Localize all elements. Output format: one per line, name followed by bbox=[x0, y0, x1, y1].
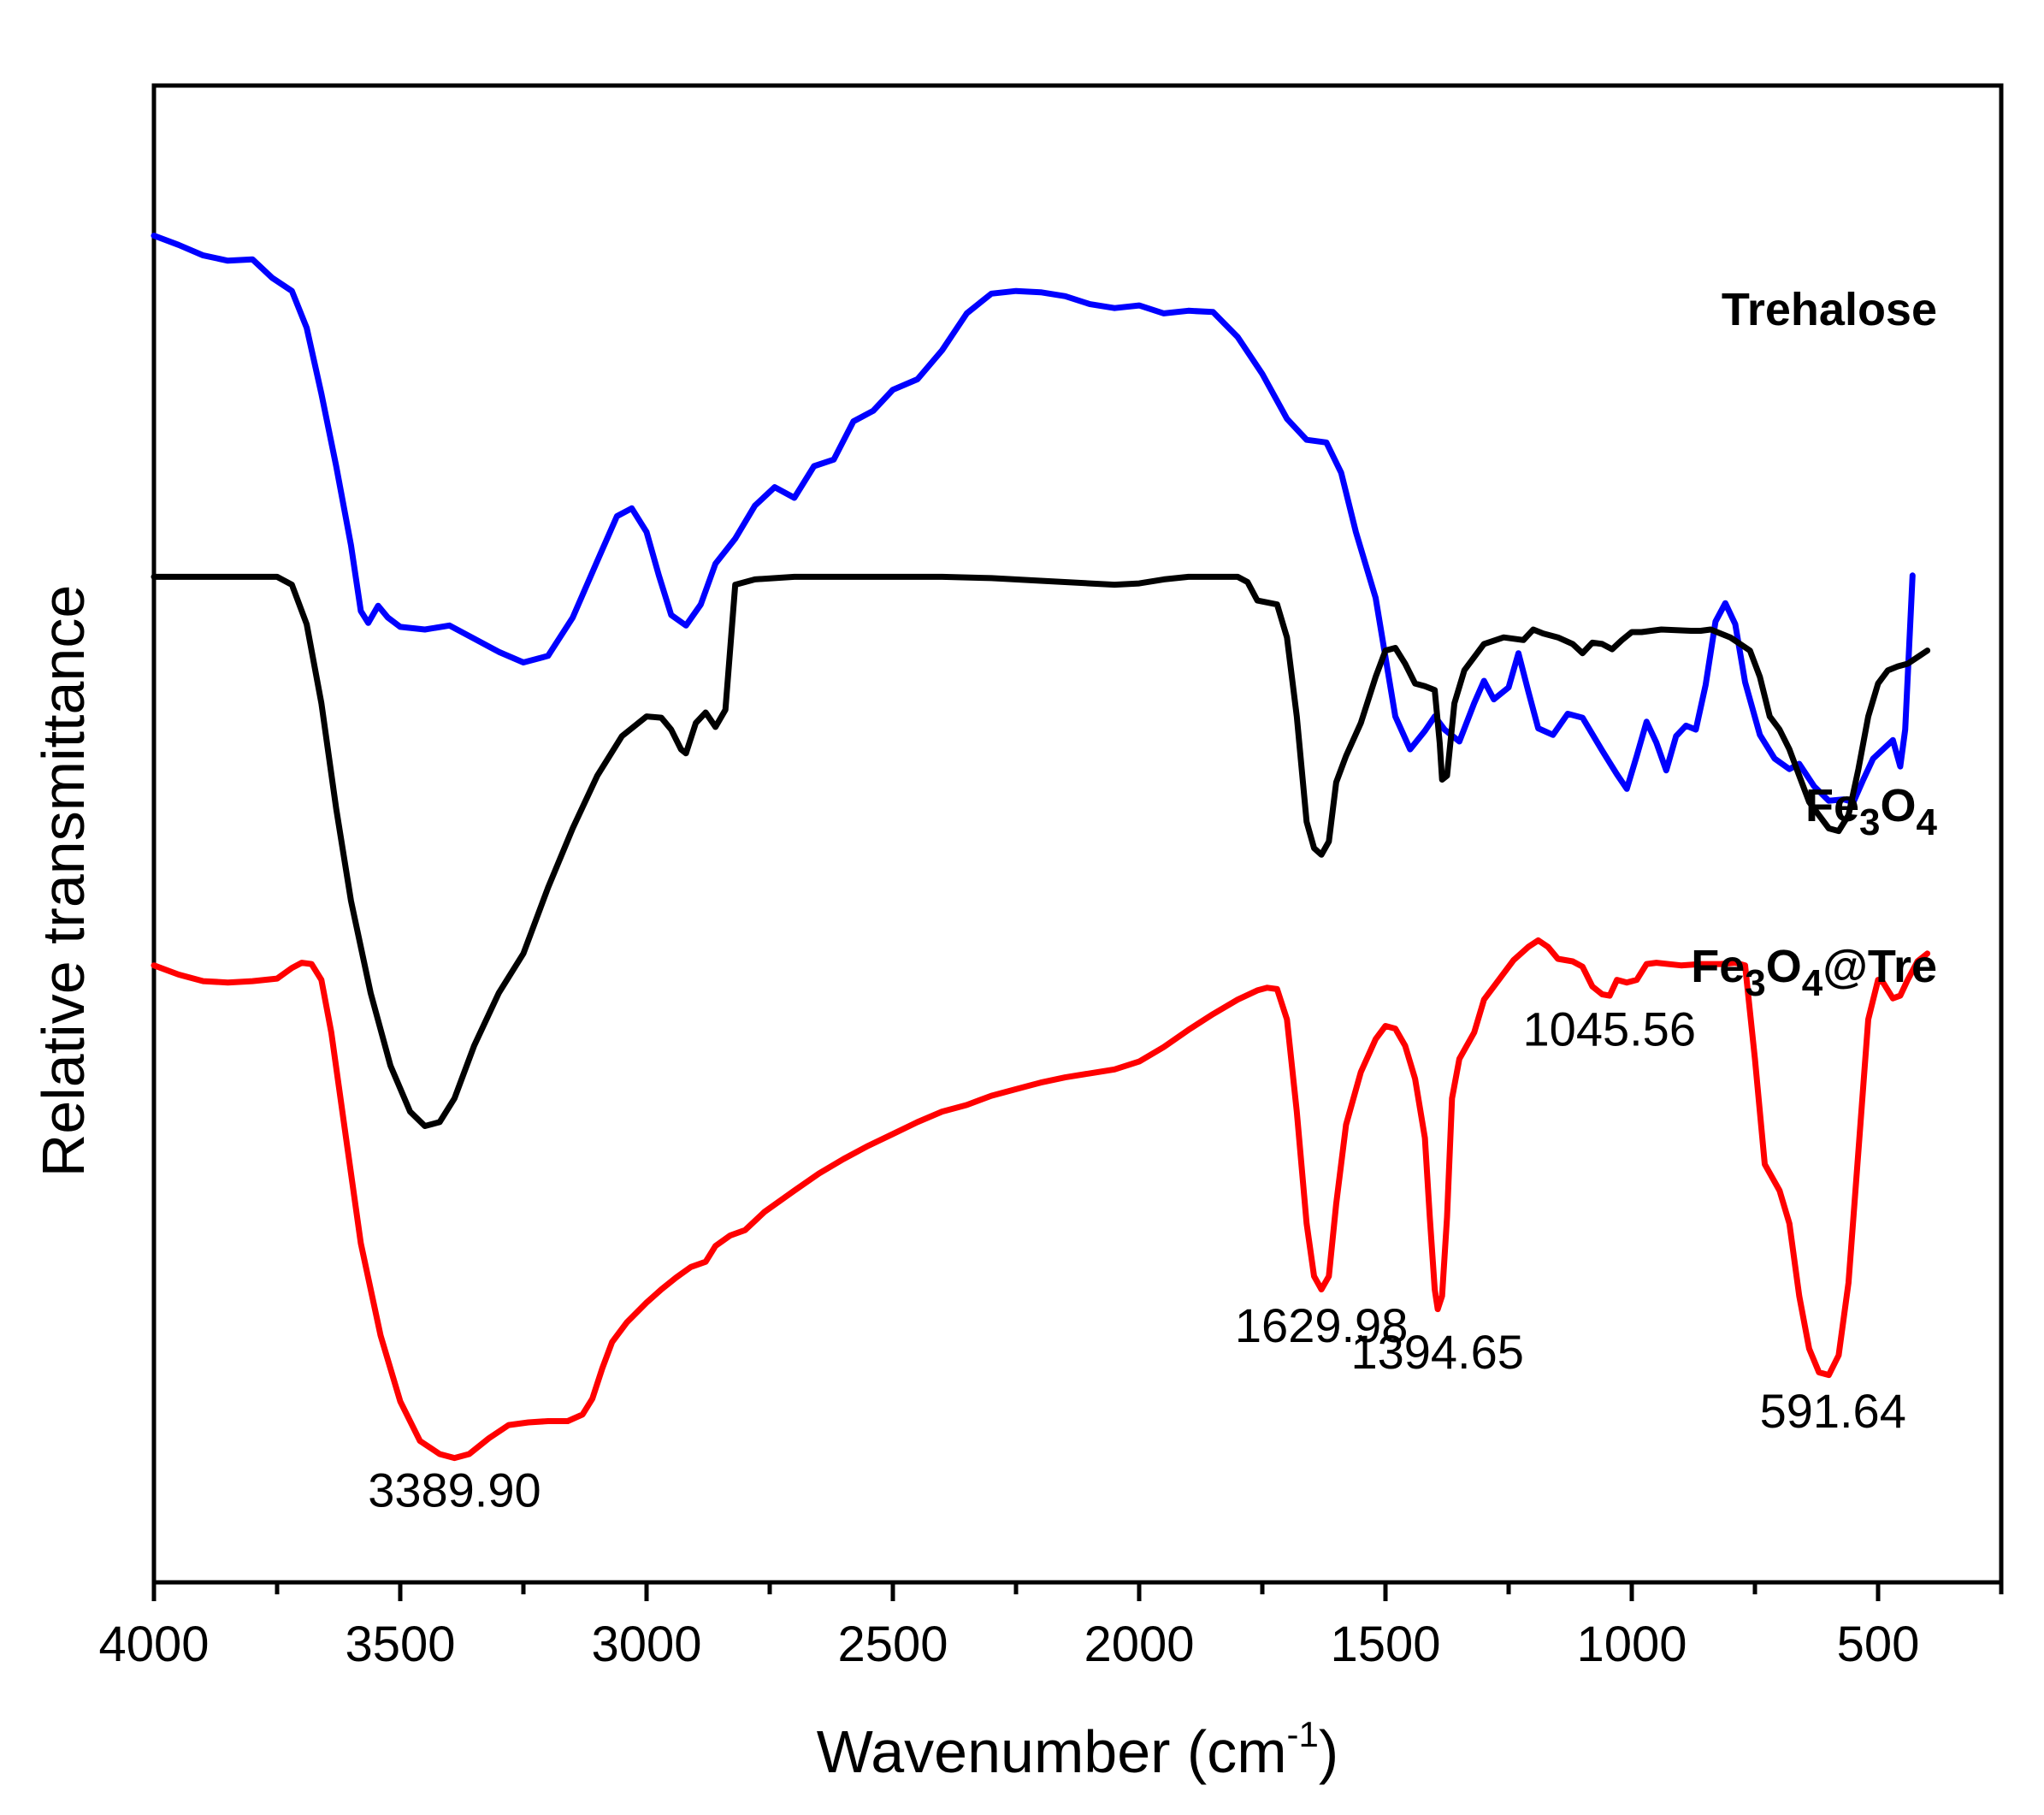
series-label: Fe3O4 bbox=[1805, 780, 1938, 843]
peak-label: 591.64 bbox=[1760, 1384, 1906, 1438]
x-tick-label: 3500 bbox=[345, 1617, 455, 1672]
x-tick-labels: 4000 3500 3000 2500 2000 1500 1000 500 bbox=[98, 1617, 1919, 1672]
x-ticks bbox=[151, 1582, 2004, 1601]
series-labels: Trehalose Fe3O4 Fe3O4@Tre bbox=[1691, 284, 1937, 1004]
series-line-fe3o4 bbox=[151, 573, 1931, 1129]
series-label: Trehalose bbox=[1722, 284, 1937, 335]
peak-label: 1394.65 bbox=[1350, 1325, 1523, 1379]
series-line-fe3o4-tre bbox=[151, 937, 1931, 1462]
x-tick-label: 1500 bbox=[1330, 1617, 1440, 1672]
series-lines bbox=[151, 233, 1931, 1462]
x-tick-label: 2500 bbox=[837, 1617, 948, 1672]
plot-frame bbox=[151, 83, 2004, 1585]
x-tick-label: 1000 bbox=[1576, 1617, 1687, 1672]
x-tick-label: 3000 bbox=[591, 1617, 701, 1672]
series-line-trehalose bbox=[151, 233, 1916, 806]
peak-label: 1045.56 bbox=[1523, 1002, 1696, 1056]
x-tick-label: 4000 bbox=[98, 1617, 209, 1672]
peak-label: 3389.90 bbox=[368, 1463, 541, 1517]
x-axis-title: Wavenumber (cm-1) bbox=[817, 1714, 1338, 1785]
x-tick-label: 2000 bbox=[1084, 1617, 1194, 1672]
y-axis-title: Relative transmittance bbox=[30, 585, 97, 1178]
peak-label: 1629.98 bbox=[1235, 1298, 1408, 1352]
series-label: Fe3O4@Tre bbox=[1691, 941, 1937, 1004]
x-tick-label: 500 bbox=[1837, 1617, 1920, 1672]
